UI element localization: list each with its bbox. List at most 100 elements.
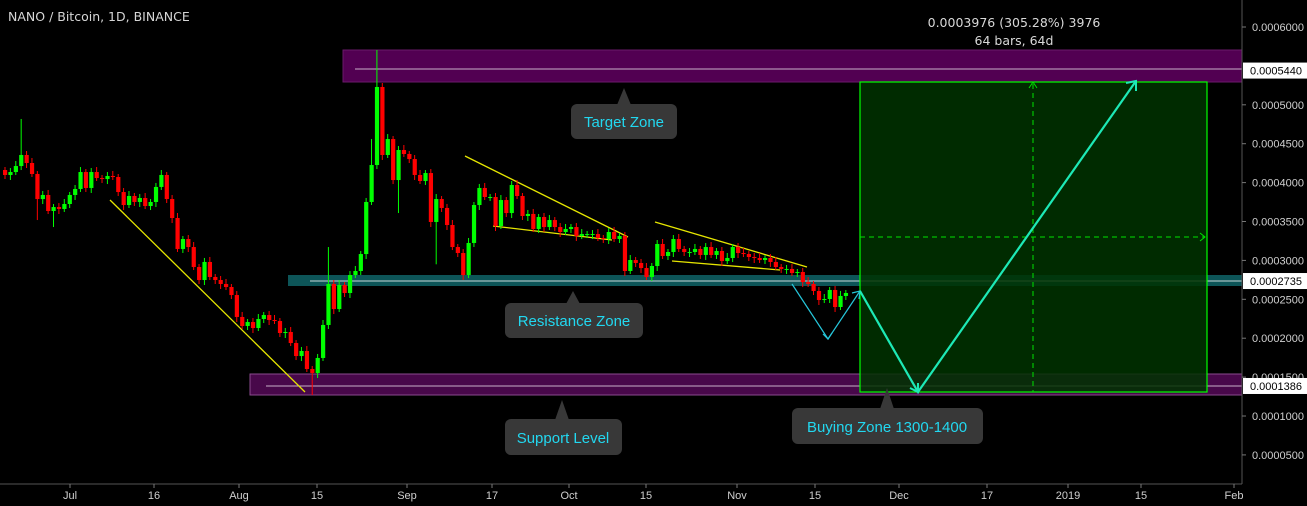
candle-body <box>407 153 412 160</box>
candle-down <box>331 279 336 315</box>
candle-up <box>423 170 428 185</box>
candle-body <box>515 185 520 196</box>
x-axis[interactable]: Jul 16 Aug 15 Sep 17 Oct 15 Nov 15 Dec 17 2019 15 Feb <box>63 484 1244 502</box>
candle-body <box>13 166 18 173</box>
candle-up <box>337 279 342 313</box>
small-projection-arrow[interactable] <box>791 283 861 341</box>
y-tick-label: 0.0004000 <box>1252 178 1304 190</box>
candle-body <box>100 178 105 180</box>
candle-down <box>186 235 191 253</box>
candle-body <box>434 199 439 222</box>
candle-up <box>692 243 698 256</box>
y-tick-label: 0.0004500 <box>1252 139 1304 151</box>
candle-body <box>784 268 789 270</box>
candle-body <box>105 175 110 180</box>
candle-up <box>498 195 504 230</box>
callout-target-zone[interactable]: Target Zone <box>571 88 677 139</box>
candle-up <box>261 312 266 323</box>
trendline-wedge2-upper[interactable] <box>654 221 808 268</box>
projection-arrows[interactable] <box>791 79 1137 395</box>
candle-down <box>601 235 606 244</box>
callout-buying-zone[interactable]: Buying Zone 1300-1400 <box>792 388 983 444</box>
candle-body <box>552 220 557 228</box>
candle-up <box>347 271 353 299</box>
trendlines[interactable] <box>109 155 808 393</box>
candle-body <box>277 321 283 333</box>
x-tick-label: 15 <box>640 490 652 502</box>
candle-down <box>229 284 234 300</box>
candle-body <box>218 280 223 284</box>
candle-down <box>164 171 169 204</box>
candle-up <box>784 264 789 274</box>
candle-up <box>374 50 380 170</box>
candle-body <box>110 175 115 178</box>
candle-up <box>590 230 595 240</box>
candle-body <box>682 248 687 253</box>
candle-body <box>67 194 72 205</box>
candle-down <box>736 243 741 259</box>
trendline-wedge1-upper[interactable] <box>464 155 629 238</box>
trendline-downtrend[interactable] <box>109 199 306 393</box>
candle-body <box>310 369 315 373</box>
candle-down <box>773 256 778 271</box>
y-axis[interactable]: 0.00060000.00050000.00045000.00040000.00… <box>1242 22 1304 462</box>
trendline-wedge2-lower[interactable] <box>671 260 781 271</box>
candle-body <box>525 213 531 216</box>
candle-up <box>703 243 708 260</box>
candle-down <box>789 263 795 277</box>
candle-body <box>568 227 574 229</box>
callout-support-level[interactable]: Support Level <box>505 400 622 455</box>
candle-body <box>687 252 692 254</box>
candle-down <box>660 238 665 259</box>
candle-up <box>245 319 250 330</box>
candle-body <box>531 213 536 229</box>
candle-up <box>358 251 363 275</box>
candle-body <box>40 194 45 200</box>
candle-up <box>73 184 78 200</box>
price-label: 0.0001386 <box>1243 377 1307 394</box>
candle-down <box>558 223 563 238</box>
y-tick-label: 0.0003500 <box>1252 217 1304 229</box>
candle-body <box>639 262 644 269</box>
candle-body <box>412 159 417 175</box>
candle-down <box>304 345 310 373</box>
candle-down <box>542 212 547 233</box>
candle-body <box>698 248 703 255</box>
candle-body <box>391 139 396 181</box>
candles <box>3 50 849 396</box>
candle-up <box>153 182 159 207</box>
candle-body <box>822 298 827 301</box>
candle-body <box>159 174 164 187</box>
candle-body <box>321 324 326 358</box>
candle-body <box>655 243 660 267</box>
candle-body <box>46 194 51 212</box>
candle-body <box>498 200 504 227</box>
x-tick-label: 15 <box>809 490 821 502</box>
candle-up <box>617 232 622 244</box>
candle-body <box>644 268 649 277</box>
candle-up <box>180 236 186 253</box>
candle-body <box>757 257 762 261</box>
price-range-measure[interactable]: 0.0003976 (305.28%) 3976 64 bars, 64d <box>859 15 1208 393</box>
candle-body <box>121 192 126 206</box>
candle-body <box>62 204 67 209</box>
candle-body <box>35 173 40 200</box>
candle-body <box>703 247 708 255</box>
candle-body <box>439 199 444 208</box>
candle-up <box>369 139 374 205</box>
y-tick-label: 0.0002000 <box>1252 333 1304 345</box>
candle-up <box>13 161 18 176</box>
callout-resistance-zone[interactable]: Resistance Zone <box>505 291 643 338</box>
candle-body <box>126 195 132 206</box>
candle-body <box>347 275 353 294</box>
candle-body <box>272 320 277 322</box>
candle-up <box>822 293 827 304</box>
candle-down <box>24 150 29 168</box>
candle-body <box>116 177 121 193</box>
candle-down <box>191 242 196 271</box>
candle-body <box>229 287 234 296</box>
candle-body <box>725 257 730 262</box>
trendline-wedge1-lower[interactable] <box>492 225 613 241</box>
target-zone[interactable] <box>342 49 1243 83</box>
